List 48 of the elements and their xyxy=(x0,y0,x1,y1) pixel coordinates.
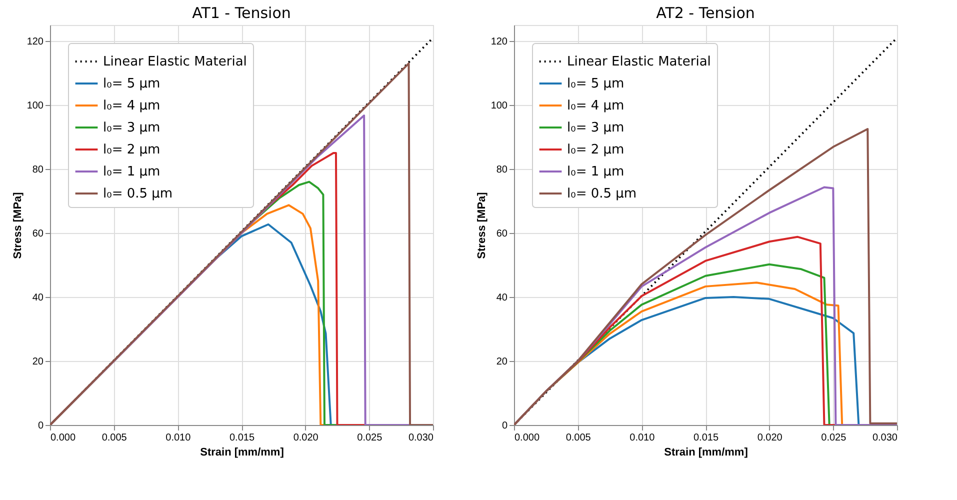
legend-label: l₀= 0.5 μm xyxy=(567,186,637,202)
legend-label: Linear Elastic Material xyxy=(103,54,247,70)
chart-title: AT1 - Tension xyxy=(192,4,291,22)
y-tick-label: 120 xyxy=(490,36,508,48)
y-axis-title: Stress [MPa] xyxy=(12,192,24,259)
legend-label: l₀= 1 μm xyxy=(103,164,160,180)
legend-label: l₀= 3 μm xyxy=(567,120,624,136)
x-tick-label: 0.000 xyxy=(514,432,540,444)
x-tick-label: 0.025 xyxy=(357,432,383,444)
legend-label: l₀= 1 μm xyxy=(567,164,624,180)
legend-label: l₀= 2 μm xyxy=(103,142,160,158)
y-tick-label: 0 xyxy=(38,420,44,432)
y-tick-label: 80 xyxy=(32,164,44,176)
x-axis-title: Strain [mm/mm] xyxy=(200,446,284,458)
y-tick-label: 40 xyxy=(32,292,44,304)
y-tick-label: 60 xyxy=(496,228,508,240)
chart-title: AT2 - Tension xyxy=(656,4,755,22)
legend-label: l₀= 4 μm xyxy=(567,98,624,114)
legend-label: l₀= 4 μm xyxy=(103,98,160,114)
legend-label: l₀= 5 μm xyxy=(567,76,624,92)
x-tick-label: 0.015 xyxy=(229,432,255,444)
y-tick-label: 80 xyxy=(496,164,508,176)
y-tick-label: 20 xyxy=(496,356,508,368)
y-tick-label: 20 xyxy=(32,356,44,368)
y-tick-label: 0 xyxy=(502,420,508,432)
legend-label: l₀= 0.5 μm xyxy=(103,186,173,202)
x-tick-label: 0.005 xyxy=(566,432,592,444)
x-tick-label: 0.010 xyxy=(166,432,192,444)
y-axis-title: Stress [MPa] xyxy=(476,192,488,259)
legend-label: l₀= 3 μm xyxy=(103,120,160,136)
y-tick-label: 60 xyxy=(32,228,44,240)
x-tick-label: 0.015 xyxy=(693,432,719,444)
x-tick-label: 0.000 xyxy=(50,432,76,444)
x-tick-label: 0.030 xyxy=(408,432,434,444)
x-axis-title: Strain [mm/mm] xyxy=(664,446,748,458)
x-tick-label: 0.030 xyxy=(872,432,898,444)
x-tick-label: 0.020 xyxy=(757,432,783,444)
x-tick-label: 0.010 xyxy=(630,432,656,444)
y-tick-label: 120 xyxy=(26,36,44,48)
x-tick-label: 0.025 xyxy=(821,432,847,444)
legend-label: Linear Elastic Material xyxy=(567,54,711,70)
y-tick-label: 40 xyxy=(496,292,508,304)
y-tick-label: 100 xyxy=(26,100,44,112)
x-tick-label: 0.020 xyxy=(293,432,319,444)
legend-label: l₀= 2 μm xyxy=(567,142,624,158)
x-tick-label: 0.005 xyxy=(102,432,128,444)
legend-label: l₀= 5 μm xyxy=(103,76,160,92)
y-tick-label: 100 xyxy=(490,100,508,112)
